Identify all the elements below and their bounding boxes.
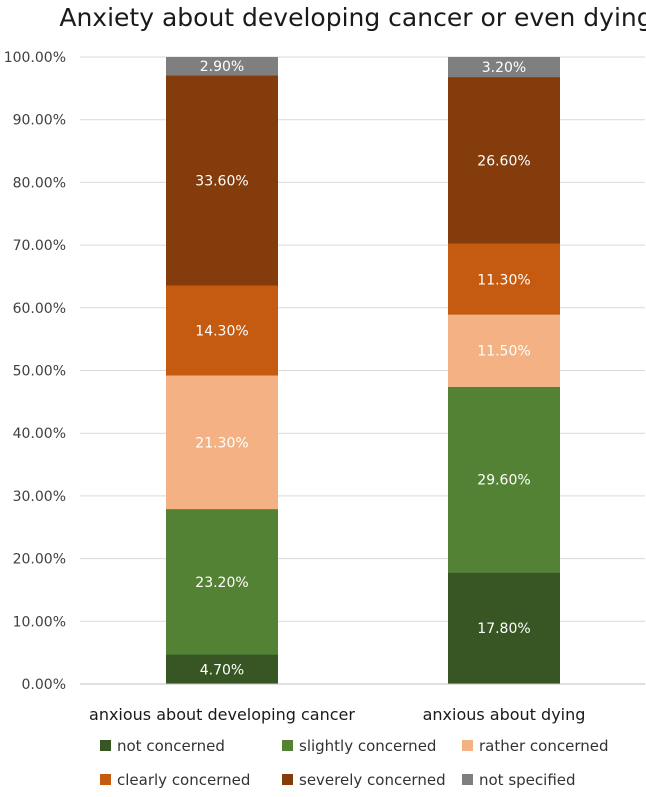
- bar-segment: [166, 509, 278, 655]
- y-tick-label: 60.00%: [13, 301, 66, 317]
- data-label: 26.60%: [477, 153, 530, 169]
- y-tick-label: 80.00%: [13, 175, 66, 191]
- bar-segment: [166, 375, 278, 510]
- gridlines: [80, 56, 645, 685]
- bar-segment: [448, 572, 560, 684]
- legend-swatch: [282, 740, 293, 751]
- bar-segment: [166, 57, 278, 76]
- chart-title: Anxiety about developing cancer or even …: [59, 3, 646, 32]
- legend-swatch: [100, 774, 111, 785]
- data-label: 23.20%: [195, 575, 248, 591]
- data-label: 21.30%: [195, 435, 248, 451]
- y-tick-label: 90.00%: [13, 113, 66, 129]
- data-label: 17.80%: [477, 621, 530, 637]
- bar-segment: [166, 654, 278, 684]
- legend-swatch: [100, 740, 111, 751]
- data-label: 33.60%: [195, 174, 248, 190]
- y-tick-label: 100.00%: [4, 50, 66, 66]
- data-label: 4.70%: [200, 662, 244, 678]
- data-label: 11.30%: [477, 272, 530, 288]
- category-label: anxious about dying: [423, 705, 586, 724]
- legend-label: rather concerned: [479, 737, 608, 755]
- bar-segment: [448, 243, 560, 315]
- data-label: 3.20%: [482, 60, 526, 76]
- data-label: 29.60%: [477, 473, 530, 489]
- bar-segment: [448, 77, 560, 244]
- y-tick-label: 40.00%: [13, 426, 66, 442]
- legend-label: slightly concerned: [299, 737, 436, 755]
- legend-label: not specified: [479, 771, 576, 789]
- bar-segment: [448, 314, 560, 387]
- bar-segment: [166, 75, 278, 286]
- legend-label: clearly concerned: [117, 771, 250, 789]
- y-axis: 0.00% 10.00% 20.00% 30.00% 40.00% 50.00% 60.00…: [4, 50, 66, 693]
- bar-segment: [448, 386, 560, 573]
- data-label: 2.90%: [200, 59, 244, 75]
- bar-segment: [448, 57, 560, 78]
- legend-swatch: [462, 774, 473, 785]
- data-label: 14.30%: [195, 324, 248, 340]
- y-tick-label: 20.00%: [13, 552, 66, 568]
- y-tick-label: 50.00%: [13, 364, 66, 380]
- data-label: 11.50%: [477, 344, 530, 360]
- legend-swatch: [462, 740, 473, 751]
- bar-segment: [166, 285, 278, 376]
- legend-label: not concerned: [117, 737, 225, 755]
- legend: not concerned slightly concerned rather co…: [100, 737, 608, 789]
- category-label: anxious about developing cancer: [89, 705, 355, 724]
- y-tick-label: 0.00%: [22, 677, 66, 693]
- legend-label: severely concerned: [299, 771, 446, 789]
- y-tick-label: 70.00%: [13, 238, 66, 254]
- y-tick-label: 10.00%: [13, 614, 66, 630]
- legend-swatch: [282, 774, 293, 785]
- x-axis: anxious about developing cancer anxious a…: [80, 683, 645, 724]
- bars: 4.70% 23.20% 21.30% 14.30% 33.60% 2.90% 17.80%…: [166, 57, 560, 684]
- y-tick-label: 30.00%: [13, 489, 66, 505]
